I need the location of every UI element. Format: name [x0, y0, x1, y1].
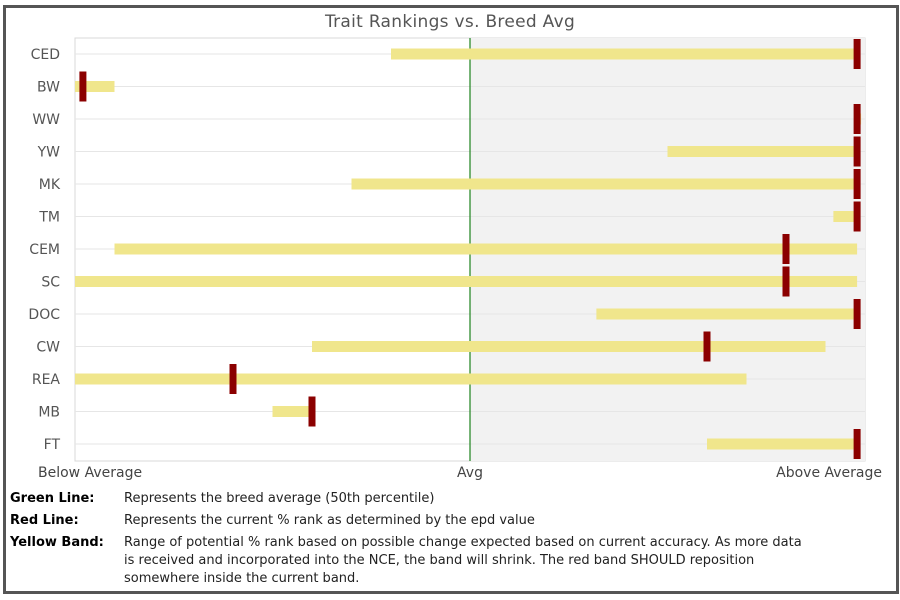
- range-band: [596, 308, 858, 320]
- range-band: [114, 243, 858, 255]
- rank-marker: [703, 331, 711, 362]
- legend-desc-red: Represents the current % rank as determi…: [124, 513, 535, 528]
- rank-marker: [79, 71, 87, 102]
- trait-label: MK: [39, 177, 61, 193]
- trait-label: YW: [37, 145, 61, 161]
- range-band: [667, 146, 858, 157]
- trait-label: DOC: [28, 307, 60, 323]
- trait-label: WW: [32, 112, 60, 128]
- rank-marker: [853, 136, 861, 167]
- x-tick-label: Avg: [457, 465, 483, 481]
- range-band: [75, 373, 747, 385]
- legend-row-red: Red Line: Represents the current % rank …: [10, 512, 870, 530]
- range-band: [75, 276, 858, 287]
- rank-marker: [308, 396, 316, 427]
- legend-key-red: Red Line:: [10, 513, 79, 528]
- chart-title: Trait Rankings vs. Breed Avg: [324, 12, 576, 32]
- x-tick-label: Below Average: [38, 465, 142, 481]
- range-band: [75, 81, 115, 92]
- legend-key-yellow: Yellow Band:: [10, 535, 104, 550]
- rank-marker: [853, 299, 861, 329]
- rank-marker: [853, 104, 861, 134]
- legend-desc-green: Represents the breed average (50th perce…: [124, 491, 435, 506]
- rank-marker: [229, 364, 237, 394]
- legend-key-green: Green Line:: [10, 491, 95, 506]
- rank-marker: [853, 39, 861, 69]
- trait-label: MB: [38, 405, 60, 421]
- range-band: [312, 341, 826, 352]
- trait-label: FT: [44, 437, 61, 453]
- rank-marker: [853, 169, 861, 199]
- legend: Green Line: Represents the breed average…: [10, 490, 870, 592]
- trait-label: TM: [38, 210, 60, 226]
- trait-label: BW: [37, 80, 60, 96]
- trait-label: CEM: [29, 242, 60, 258]
- range-band: [707, 438, 858, 450]
- range-band: [272, 406, 312, 417]
- legend-row-yellow: Yellow Band: Range of potential % rank b…: [10, 534, 870, 588]
- rank-marker: [782, 234, 790, 264]
- legend-row-green: Green Line: Represents the breed average…: [10, 490, 870, 508]
- rank-marker: [782, 266, 790, 297]
- range-band: [391, 48, 858, 60]
- range-band: [833, 211, 858, 222]
- legend-desc-yellow: Range of potential % rank based on possi…: [124, 535, 802, 586]
- range-band: [351, 178, 858, 190]
- trait-label: CED: [31, 47, 60, 63]
- trait-label: REA: [32, 372, 61, 388]
- rank-marker: [853, 201, 861, 232]
- trait-rankings-chart: CED BW WW YW MK TM CEM SC DOC CW REA MB FT Below Ave…: [28, 37, 882, 481]
- rank-marker: [853, 429, 861, 459]
- trait-label: CW: [36, 340, 60, 356]
- trait-label: SC: [41, 275, 60, 291]
- x-tick-label: Above Average: [776, 465, 882, 481]
